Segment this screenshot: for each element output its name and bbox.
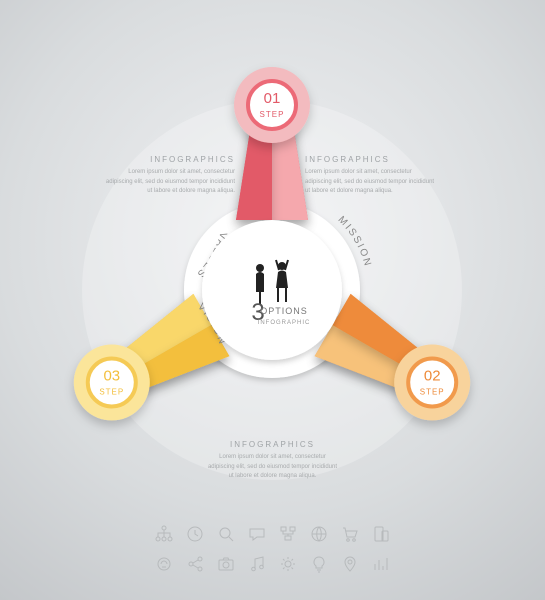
step-word: STEP xyxy=(260,110,285,119)
center-title: OPTIONS xyxy=(260,306,308,316)
text-block-body: Lorem ipsum dolor sit amet, consectetur … xyxy=(305,168,440,197)
text-block-heading: INFOGRAPHICS xyxy=(205,440,340,449)
step-word: STEP xyxy=(420,388,445,397)
camera-icon xyxy=(217,555,235,573)
cart-icon xyxy=(341,525,359,543)
text-block-body: Lorem ipsum dolor sit amet, consectetur … xyxy=(100,168,235,197)
music-icon xyxy=(248,555,266,573)
pin-icon xyxy=(341,555,359,573)
text-block-heading: INFOGRAPHICS xyxy=(100,155,235,164)
hierarchy-icon xyxy=(155,525,173,543)
step-number: 03 xyxy=(103,368,120,385)
search-icon xyxy=(217,525,235,543)
center-disc-inner xyxy=(212,230,332,350)
icon-row-2 xyxy=(0,555,545,573)
device-icon xyxy=(372,525,390,543)
step-number: 01 xyxy=(264,90,281,107)
chat-icon xyxy=(248,525,266,543)
brain-icon xyxy=(155,555,173,573)
icon-row-1 xyxy=(0,525,545,543)
text-block-body: Lorem ipsum dolor sit amet, consectetur … xyxy=(205,453,340,482)
text-block-1: INFOGRAPHICS Lorem ipsum dolor sit amet,… xyxy=(305,155,440,197)
center-subtitle: INFOGRAPHIC xyxy=(258,320,311,326)
step-word: STEP xyxy=(99,388,124,397)
text-block-heading: INFOGRAPHICS xyxy=(305,155,440,164)
bulb-icon xyxy=(310,555,328,573)
text-block-2: INFOGRAPHICS Lorem ipsum dolor sit amet,… xyxy=(100,155,235,197)
flow-icon xyxy=(279,525,297,543)
share-icon xyxy=(186,555,204,573)
text-block-3: INFOGRAPHICS Lorem ipsum dolor sit amet,… xyxy=(205,440,340,482)
gear-icon xyxy=(279,555,297,573)
step-number: 02 xyxy=(424,368,441,385)
chart-icon xyxy=(372,555,390,573)
clock-icon xyxy=(186,525,204,543)
globe-icon xyxy=(310,525,328,543)
